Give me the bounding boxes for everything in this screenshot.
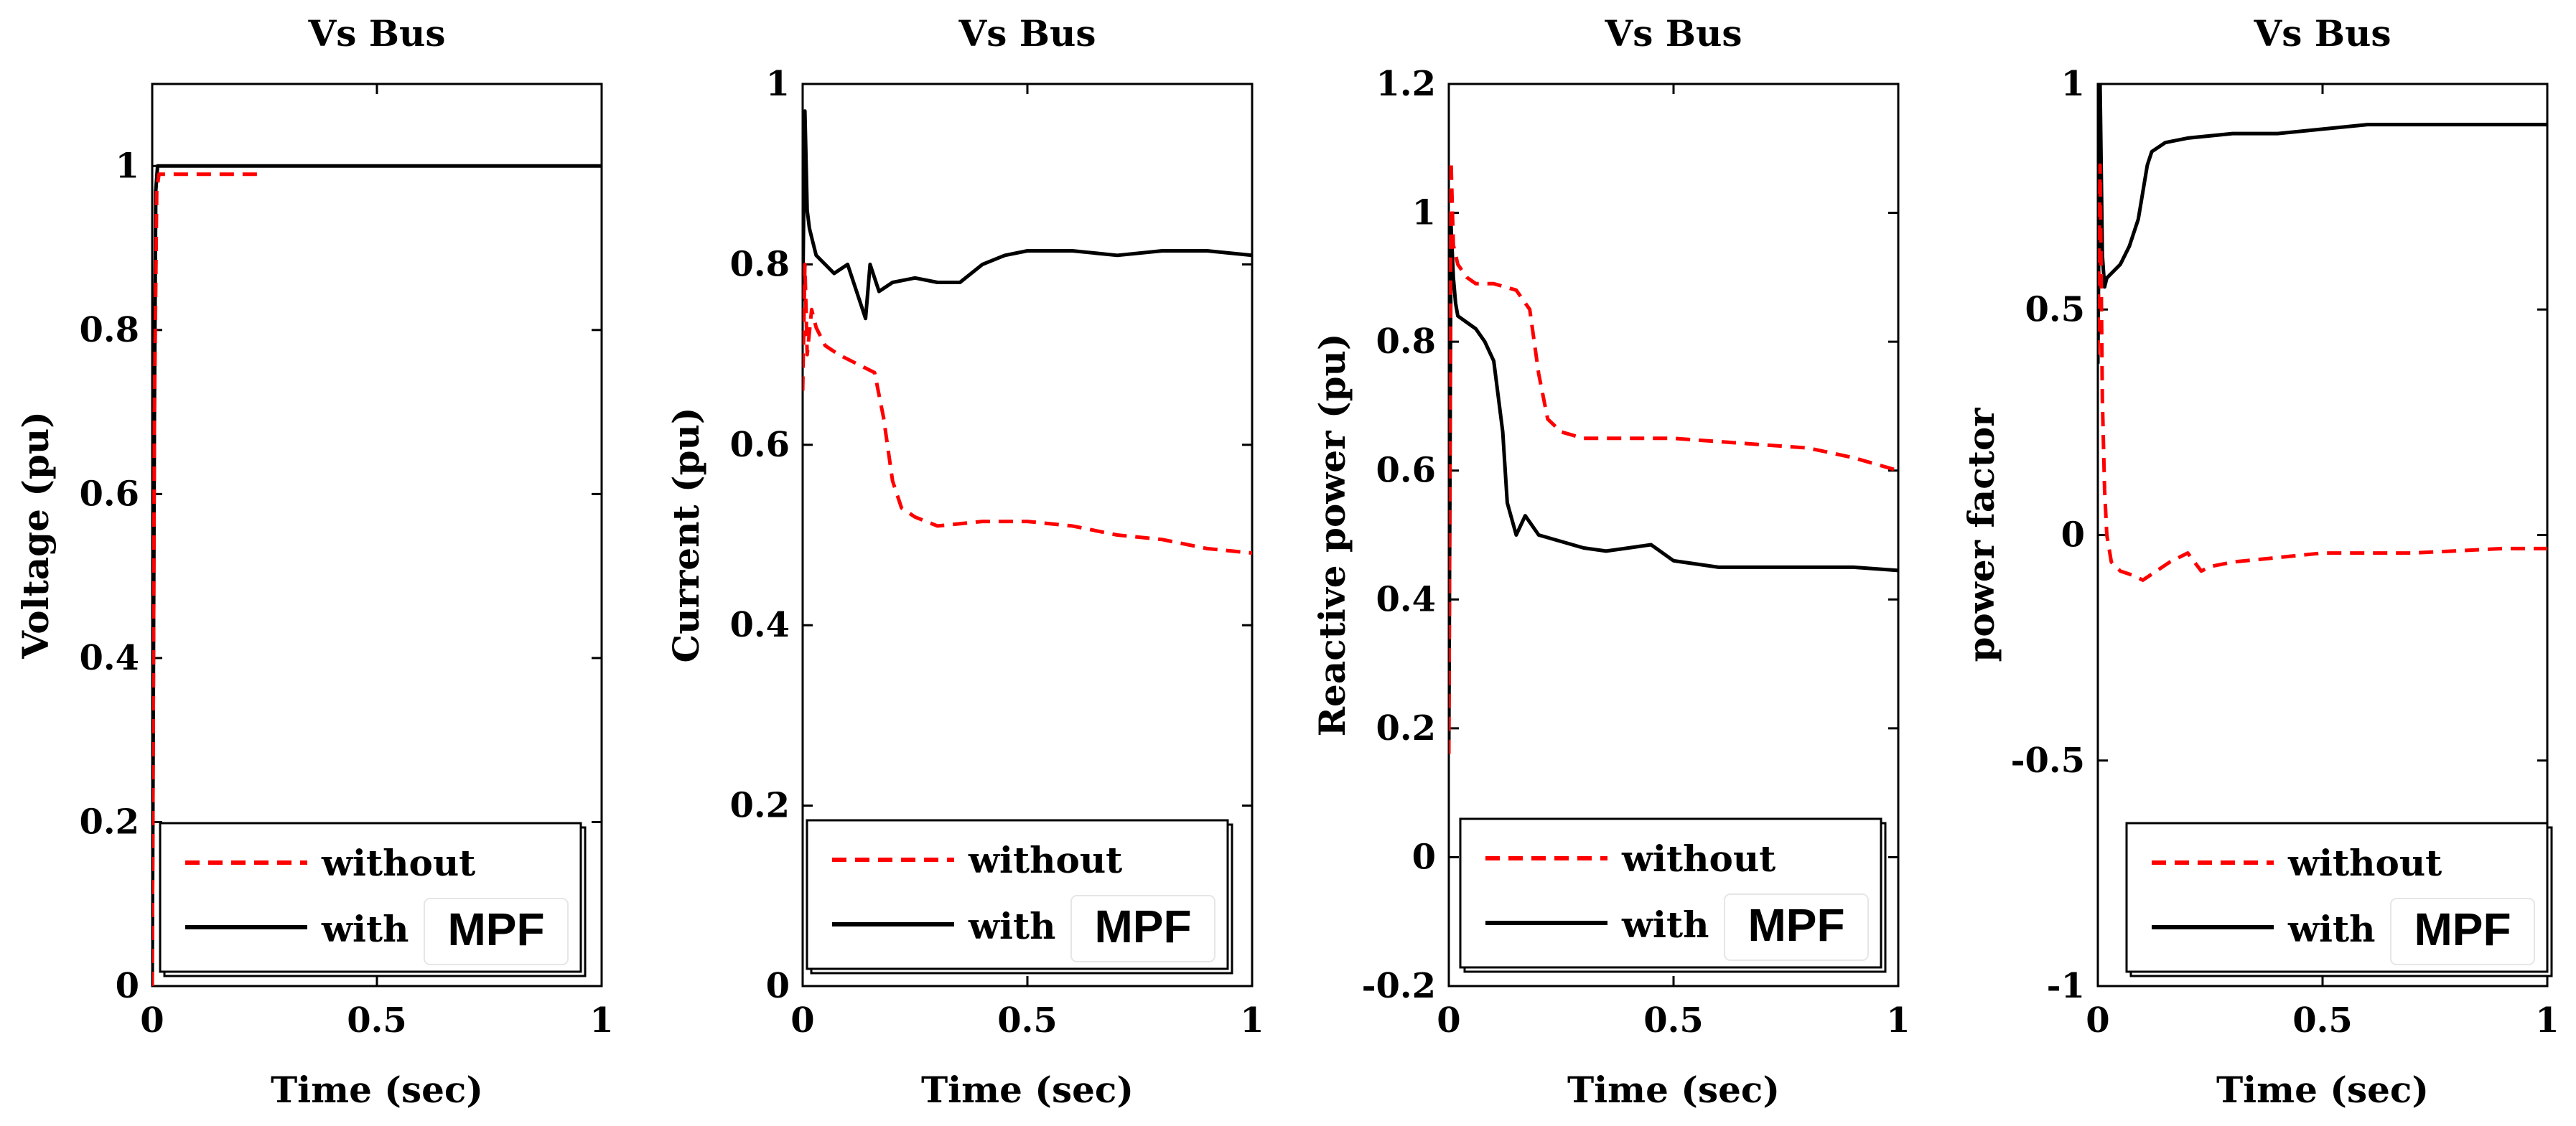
y-tick-label: 0 [1412,837,1436,877]
y-tick-label: -1 [2047,966,2085,1006]
x-tick-label: 1 [1240,1000,1264,1041]
legend-mpf-box [424,898,569,965]
legend-label-mpf: MPF [1747,899,1844,951]
y-tick-label: 0.2 [1376,708,1436,749]
x-axis-label: Time (sec) [271,1069,483,1111]
y-tick-label: 0.8 [1376,322,1436,362]
y-tick-label: 0.8 [729,244,790,284]
legend-label-without: without [1621,838,1775,880]
x-tick-label: 0 [140,1000,164,1041]
x-tick-label: 0.5 [997,1000,1058,1041]
legend: without with MPF [2125,822,2553,977]
legend-label-with: with [968,905,1055,947]
y-tick-label: 0.5 [2025,289,2085,329]
legend-label-without: without [321,842,475,884]
legend-label-without: without [968,839,1122,881]
y-tick-label: 0.4 [729,605,790,645]
x-tick-label: 1 [2535,1000,2559,1041]
y-tick-label: 0.8 [79,310,139,350]
x-tick-label: 0.5 [1643,1000,1704,1041]
legend-mpf-box [1724,893,1869,961]
legend-label-mpf: MPF [2414,904,2511,955]
legend-label-mpf: MPF [447,904,544,955]
x-axis-label: Time (sec) [2216,1069,2429,1111]
y-tick-label: 1 [1412,193,1436,233]
chart-panel-1: Vs Bus 0 0.5 1 0 0.2 0.4 0.6 0.8 1 Time (sec) Volta… [14,12,614,1111]
legend-label-mpf: MPF [1094,901,1191,952]
y-axis-label: Voltage (pu) [14,411,57,660]
y-tick-label: 0 [116,966,139,1006]
legend: without with MPF [1459,817,1887,973]
series-line-without [1449,159,1898,754]
chart-panel-4: Vs Bus 0 0.5 1 -1 -0.5 0 0.5 1 Time (sec) power fa… [1960,12,2559,1111]
legend: without with MPF [806,819,1233,975]
y-tick-label: 1 [116,146,139,186]
x-tick-label: 0 [790,1000,814,1041]
legend-label-with: with [1621,904,1709,946]
series-line-with [803,109,1252,321]
series-line-without [152,172,261,986]
y-tick-label: 1.2 [1376,64,1436,104]
y-tick-label: 0.2 [79,802,139,842]
series-line-without [2098,163,2547,582]
legend-label-without: without [2287,842,2442,884]
y-axis-label: Current (pu) [665,407,707,662]
x-tick-label: 0.5 [2292,1000,2353,1041]
x-tick-label: 0 [1437,1000,1460,1041]
chart-title: Vs Bus [958,12,1096,55]
y-tick-label: 1 [2061,64,2085,104]
y-tick-label: 1 [766,64,790,104]
y-tick-label: 0 [2061,515,2085,555]
y-tick-label: 0.4 [1376,579,1436,619]
y-tick-label: 0.6 [79,474,139,514]
legend-label-with: with [321,908,409,950]
y-axis-label: Reactive power (pu) [1311,333,1353,736]
legend-mpf-box [1070,895,1215,962]
x-tick-label: 1 [1886,1000,1910,1041]
y-tick-label: 0.2 [729,786,790,826]
x-axis-label: Time (sec) [1567,1069,1780,1111]
y-axis-label: power factor [1960,408,2002,662]
x-tick-label: 1 [589,1000,613,1041]
legend-mpf-box [2390,898,2535,965]
y-tick-label: 0.4 [79,638,139,678]
chart-title: Vs Bus [1604,12,1742,55]
series-line-with [1449,224,1898,741]
y-tick-label: 0 [766,966,790,1006]
chart-title: Vs Bus [307,12,445,55]
series-line-with [2098,84,2547,364]
y-tick-label: 0.6 [1376,451,1436,491]
chart-panel-2: Vs Bus 0 0.5 1 0 0.2 0.4 0.6 0.8 1 Time (sec) Curre… [665,12,1264,1111]
y-tick-label: 0.6 [729,425,790,465]
legend: without with MPF [159,822,587,977]
series-line-without [803,262,1252,555]
x-tick-label: 0 [2086,1000,2109,1041]
chart-title: Vs Bus [2253,12,2391,55]
legend-label-with: with [2287,908,2375,950]
y-tick-label: -0.5 [2011,741,2085,781]
x-tick-label: 0.5 [347,1000,407,1041]
x-axis-label: Time (sec) [921,1069,1134,1111]
y-tick-label: -0.2 [1362,966,1436,1006]
